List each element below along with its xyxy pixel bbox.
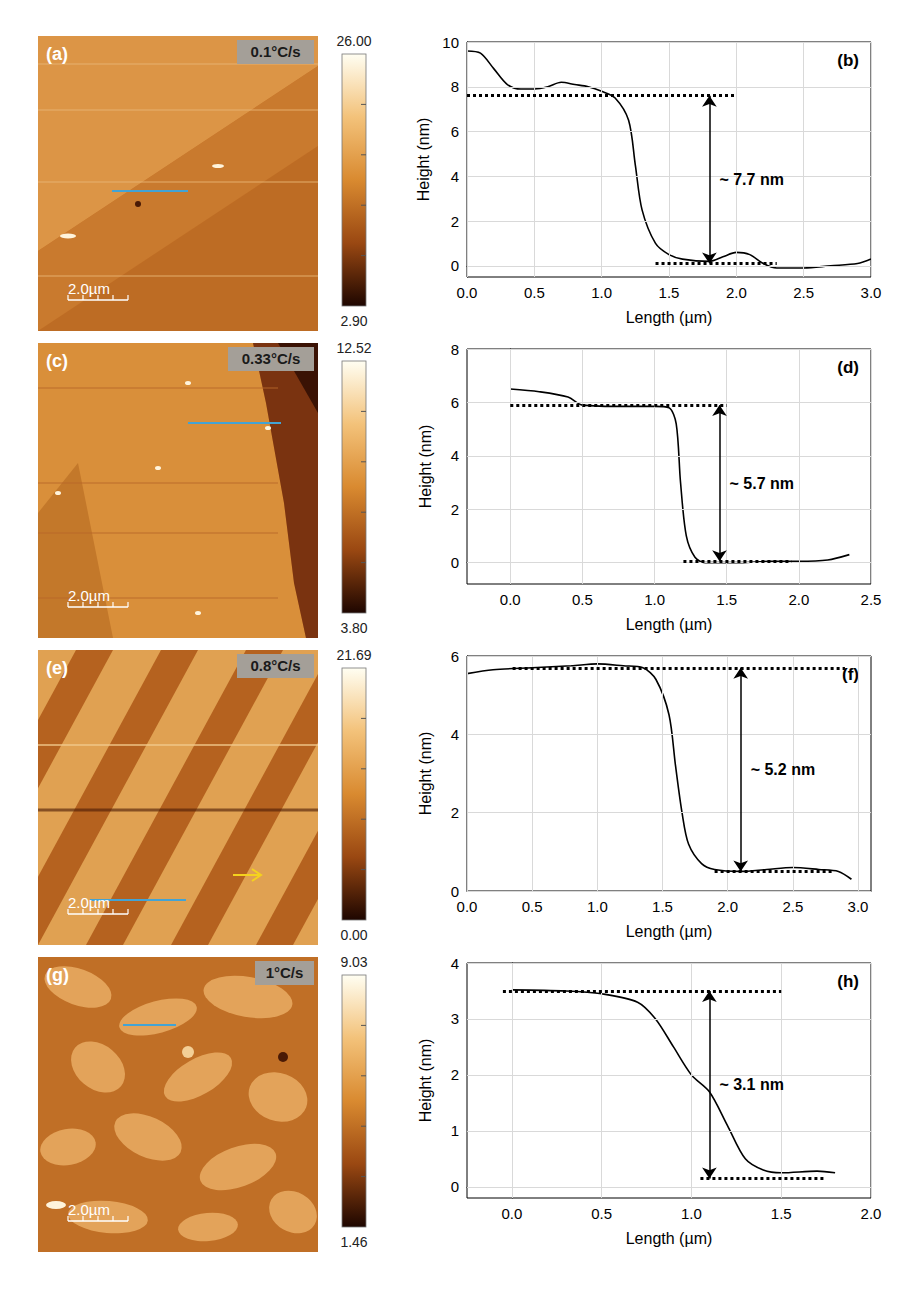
svg-text:6: 6 — [451, 394, 459, 411]
svg-text:2.5: 2.5 — [782, 898, 803, 915]
svg-text:(b): (b) — [837, 51, 859, 70]
svg-text:4: 4 — [451, 447, 459, 464]
svg-text:(d): (d) — [837, 358, 859, 377]
svg-text:0.5: 0.5 — [572, 591, 593, 608]
svg-text:2.0: 2.0 — [788, 591, 809, 608]
svg-text:2.90: 2.90 — [340, 313, 367, 329]
svg-text:~ 3.1 nm: ~ 3.1 nm — [719, 1076, 783, 1093]
svg-text:3.0: 3.0 — [848, 898, 869, 915]
svg-text:2.0µm: 2.0µm — [68, 280, 110, 297]
svg-text:3.80: 3.80 — [340, 620, 367, 636]
svg-text:1.0: 1.0 — [587, 898, 608, 915]
svg-text:(g): (g) — [46, 965, 69, 985]
svg-text:1.0: 1.0 — [644, 591, 665, 608]
svg-text:1.5: 1.5 — [659, 284, 680, 301]
svg-text:1.5: 1.5 — [716, 591, 737, 608]
svg-text:3: 3 — [451, 1010, 459, 1027]
svg-text:2.0µm: 2.0µm — [68, 587, 110, 604]
svg-text:10: 10 — [442, 34, 459, 51]
svg-text:~ 7.7 nm: ~ 7.7 nm — [719, 171, 783, 188]
svg-text:1.46: 1.46 — [340, 1234, 367, 1250]
svg-text:6: 6 — [451, 123, 459, 140]
svg-text:0.0: 0.0 — [457, 284, 478, 301]
svg-text:2: 2 — [451, 213, 459, 230]
svg-text:1: 1 — [451, 1122, 459, 1139]
svg-text:(c): (c) — [46, 351, 68, 371]
svg-text:4: 4 — [451, 168, 459, 185]
svg-text:0.00: 0.00 — [340, 927, 367, 943]
svg-text:~ 5.2 nm: ~ 5.2 nm — [751, 761, 815, 778]
svg-text:0: 0 — [451, 554, 459, 571]
svg-text:26.00: 26.00 — [336, 33, 371, 49]
svg-text:Length (µm): Length (µm) — [626, 1230, 713, 1247]
svg-text:0.5: 0.5 — [524, 284, 545, 301]
svg-text:2.5: 2.5 — [861, 591, 882, 608]
svg-text:4: 4 — [451, 955, 459, 972]
svg-text:0: 0 — [451, 883, 459, 900]
svg-text:9.03: 9.03 — [340, 954, 367, 970]
svg-text:1.5: 1.5 — [652, 898, 673, 915]
svg-text:21.69: 21.69 — [336, 647, 371, 663]
svg-text:Length (µm): Length (µm) — [626, 923, 713, 940]
svg-text:1.0: 1.0 — [681, 1205, 702, 1222]
svg-text:2: 2 — [451, 804, 459, 821]
svg-text:0: 0 — [451, 1178, 459, 1195]
svg-text:1.0: 1.0 — [591, 284, 612, 301]
svg-text:Height (nm): Height (nm) — [417, 425, 434, 509]
svg-text:8: 8 — [451, 78, 459, 95]
svg-text:12.52: 12.52 — [336, 340, 371, 356]
svg-text:1°C/s: 1°C/s — [266, 964, 304, 981]
svg-text:Height (nm): Height (nm) — [417, 732, 434, 816]
svg-text:0.5: 0.5 — [522, 898, 543, 915]
svg-text:0.0: 0.0 — [457, 898, 478, 915]
svg-text:0.1°C/s: 0.1°C/s — [250, 43, 300, 60]
svg-text:4: 4 — [451, 726, 459, 743]
svg-text:0.33°C/s: 0.33°C/s — [242, 350, 301, 367]
svg-text:2.5: 2.5 — [793, 284, 814, 301]
svg-text:Height (nm): Height (nm) — [415, 118, 432, 202]
svg-text:0.8°C/s: 0.8°C/s — [250, 657, 300, 674]
svg-text:Height (nm): Height (nm) — [417, 1039, 434, 1123]
svg-text:2: 2 — [451, 1066, 459, 1083]
svg-text:~ 5.7 nm: ~ 5.7 nm — [730, 475, 794, 492]
svg-text:0.5: 0.5 — [591, 1205, 612, 1222]
svg-text:8: 8 — [451, 341, 459, 358]
svg-text:2.0: 2.0 — [861, 1205, 882, 1222]
svg-text:0.0: 0.0 — [500, 591, 521, 608]
svg-text:6: 6 — [451, 648, 459, 665]
svg-text:2.0: 2.0 — [717, 898, 738, 915]
svg-text:2.0µm: 2.0µm — [68, 1201, 110, 1218]
svg-text:(h): (h) — [837, 972, 859, 991]
svg-text:2: 2 — [451, 501, 459, 518]
svg-text:1.5: 1.5 — [771, 1205, 792, 1222]
svg-text:3.0: 3.0 — [861, 284, 882, 301]
svg-text:Length (µm): Length (µm) — [626, 309, 713, 326]
svg-text:(e): (e) — [46, 658, 68, 678]
svg-text:2.0: 2.0 — [726, 284, 747, 301]
svg-text:0.0: 0.0 — [501, 1205, 522, 1222]
svg-text:2.0µm: 2.0µm — [68, 894, 110, 911]
svg-text:Length (µm): Length (µm) — [626, 616, 713, 633]
svg-text:(a): (a) — [46, 44, 68, 64]
svg-text:(f): (f) — [842, 665, 859, 684]
svg-text:0: 0 — [451, 257, 459, 274]
